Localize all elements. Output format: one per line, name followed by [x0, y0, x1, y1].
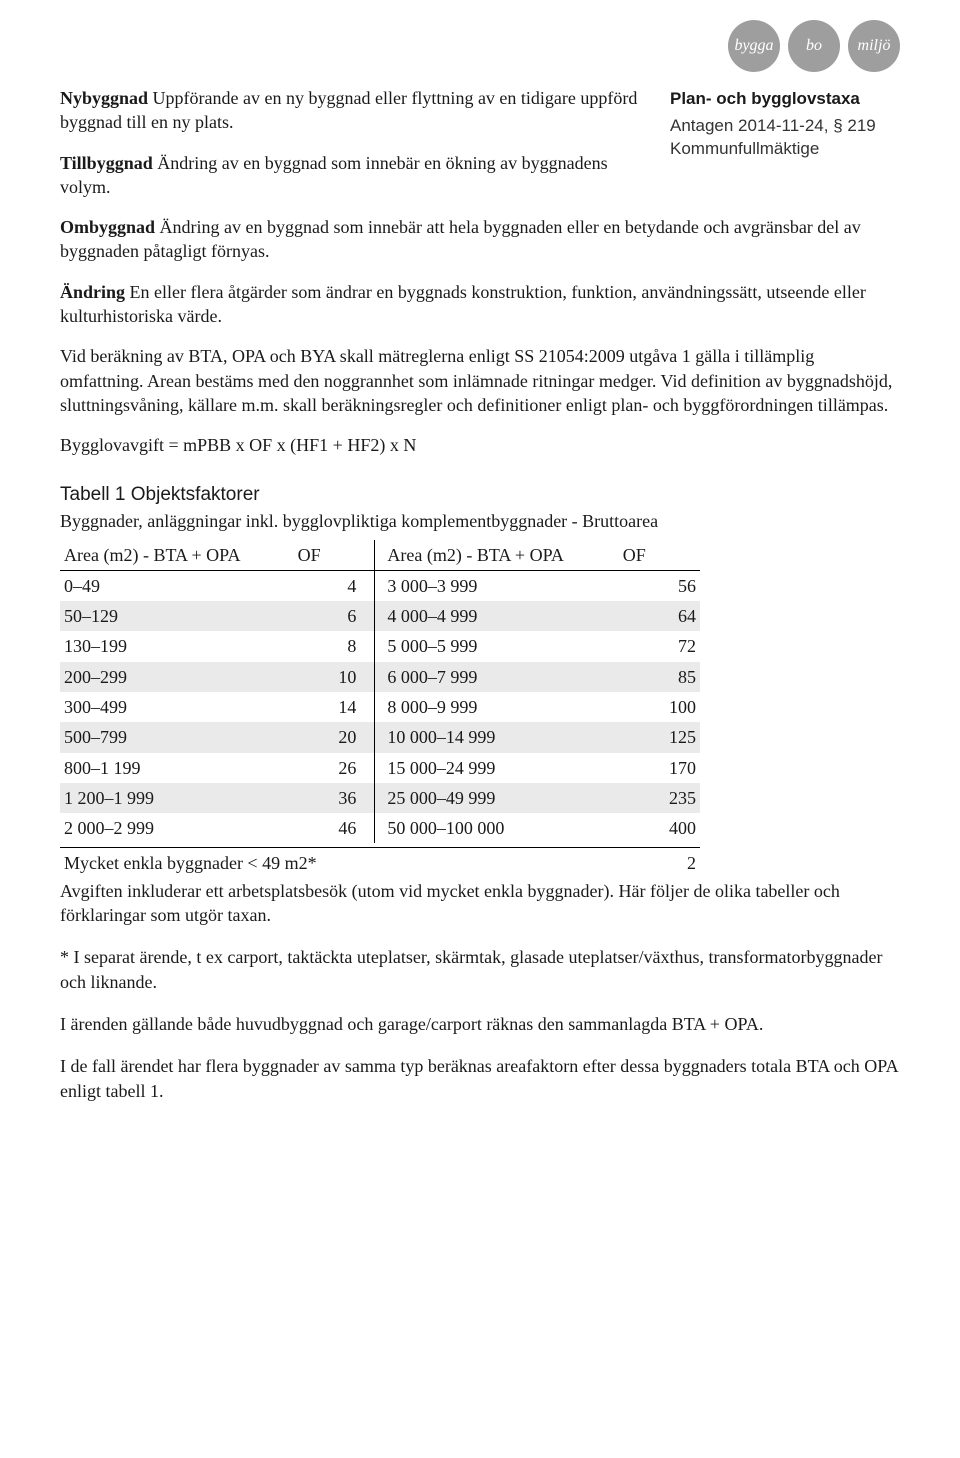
cell-area1: 2 000–2 999 [60, 813, 294, 843]
def-text: En eller flera åtgärder som ändrar en by… [60, 282, 866, 326]
cell-area2: 5 000–5 999 [375, 631, 619, 661]
cell-of1: 20 [294, 722, 375, 752]
col-header-area2: Area (m2) - BTA + OPA [375, 540, 619, 571]
table-objektsfaktorer: Area (m2) - BTA + OPA OF Area (m2) - BTA… [60, 540, 700, 844]
table-row: 300–499148 000–9 999100 [60, 692, 700, 722]
sidebar: Plan- och bygglovstaxa Antagen 2014-11-2… [670, 86, 900, 215]
table-row: 0–4943 000–3 99956 [60, 570, 700, 601]
tag-miljo: miljö [848, 20, 900, 72]
cell-of1: 46 [294, 813, 375, 843]
cell-of2: 100 [619, 692, 700, 722]
cell-area2: 6 000–7 999 [375, 662, 619, 692]
def-term: Nybyggnad [60, 88, 148, 108]
cell-of1: 26 [294, 753, 375, 783]
cell-of2: 170 [619, 753, 700, 783]
cell-of1: 8 [294, 631, 375, 661]
table-header-row: Area (m2) - BTA + OPA OF Area (m2) - BTA… [60, 540, 700, 571]
cell-of2: 400 [619, 813, 700, 843]
table-footer-value: 2 [687, 851, 696, 875]
cell-of1: 6 [294, 601, 375, 631]
cell-area1: 200–299 [60, 662, 294, 692]
cell-of1: 14 [294, 692, 375, 722]
table-row: 200–299106 000–7 99985 [60, 662, 700, 692]
table-row: 500–7992010 000–14 999125 [60, 722, 700, 752]
definition-nybyggnad: Nybyggnad Uppförande av en ny byggnad el… [60, 86, 642, 135]
cell-of1: 4 [294, 570, 375, 601]
col-header-area1: Area (m2) - BTA + OPA [60, 540, 294, 571]
table-row: 130–19985 000–5 99972 [60, 631, 700, 661]
after-table-text: Avgiften inkluderar ett arbetsplatsbesök… [60, 879, 900, 1103]
table-footer-label: Mycket enkla byggnader < 49 m2* [64, 851, 317, 875]
definition-andring: Ändring En eller flera åtgärder som ändr… [60, 280, 900, 329]
cell-of1: 36 [294, 783, 375, 813]
main-content: Nybyggnad Uppförande av en ny byggnad el… [60, 86, 642, 215]
cell-of1: 10 [294, 662, 375, 692]
after-p4: I de fall ärendet har flera byggnader av… [60, 1054, 900, 1103]
table-row: 1 200–1 9993625 000–49 999235 [60, 783, 700, 813]
cell-area2: 3 000–3 999 [375, 570, 619, 601]
cell-area1: 130–199 [60, 631, 294, 661]
cell-area2: 10 000–14 999 [375, 722, 619, 752]
cell-area2: 15 000–24 999 [375, 753, 619, 783]
cell-area1: 300–499 [60, 692, 294, 722]
cell-area1: 1 200–1 999 [60, 783, 294, 813]
tag-row: bygga bo miljö [60, 20, 900, 72]
cell-of2: 125 [619, 722, 700, 752]
cell-of2: 56 [619, 570, 700, 601]
cell-of2: 85 [619, 662, 700, 692]
after-p2: * I separat ärende, t ex carport, taktäc… [60, 945, 900, 994]
def-term: Ändring [60, 282, 125, 302]
table-row: 800–1 1992615 000–24 999170 [60, 753, 700, 783]
cell-of2: 64 [619, 601, 700, 631]
formula: Bygglovavgift = mPBB x OF x (HF1 + HF2) … [60, 433, 900, 457]
table-title: Tabell 1 Objektsfaktorer [60, 482, 900, 508]
sidebar-line-1: Antagen 2014-11-24, § 219 [670, 115, 900, 138]
definition-tillbyggnad: Tillbyggnad Ändring av en byggnad som in… [60, 151, 642, 200]
cell-area1: 50–129 [60, 601, 294, 631]
def-text: Ändring av en byggnad som innebär att he… [60, 217, 861, 261]
paragraph-measurement: Vid beräkning av BTA, OPA och BYA skall … [60, 344, 900, 417]
cell-area1: 0–49 [60, 570, 294, 601]
cell-of2: 72 [619, 631, 700, 661]
table-footer-row: Mycket enkla byggnader < 49 m2* 2 [60, 847, 700, 878]
definition-ombyggnad: Ombyggnad Ändring av en byggnad som inne… [60, 215, 900, 264]
after-p1: Avgiften inkluderar ett arbetsplatsbesök… [60, 879, 900, 928]
cell-area2: 4 000–4 999 [375, 601, 619, 631]
col-header-of2: OF [619, 540, 700, 571]
cell-area1: 800–1 199 [60, 753, 294, 783]
table-row: 50–12964 000–4 99964 [60, 601, 700, 631]
cell-area2: 50 000–100 000 [375, 813, 619, 843]
sidebar-title: Plan- och bygglovstaxa [670, 88, 900, 111]
cell-area2: 25 000–49 999 [375, 783, 619, 813]
def-term: Tillbyggnad [60, 153, 153, 173]
cell-area1: 500–799 [60, 722, 294, 752]
table-row: 2 000–2 9994650 000–100 000400 [60, 813, 700, 843]
table-subtitle: Byggnader, anläggningar inkl. bygglovpli… [60, 509, 900, 533]
tag-bo: bo [788, 20, 840, 72]
col-header-of1: OF [294, 540, 375, 571]
cell-area2: 8 000–9 999 [375, 692, 619, 722]
tag-bygga: bygga [728, 20, 780, 72]
cell-of2: 235 [619, 783, 700, 813]
sidebar-line-2: Kommunfullmäktige [670, 138, 900, 161]
def-term: Ombyggnad [60, 217, 155, 237]
after-p3: I ärenden gällande både huvudbyggnad och… [60, 1012, 900, 1036]
